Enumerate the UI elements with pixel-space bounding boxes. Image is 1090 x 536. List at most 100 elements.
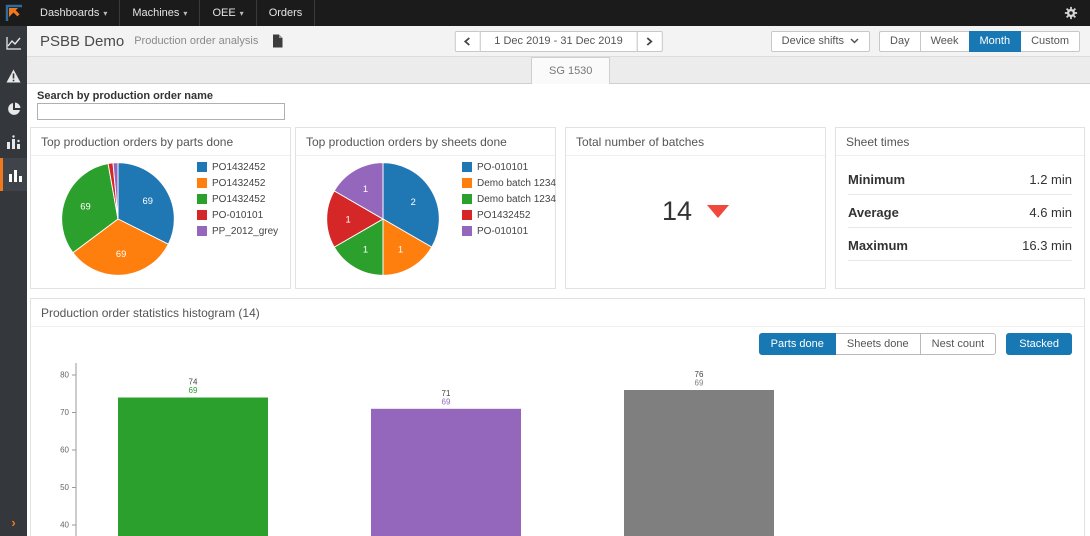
- nav-dashboards-label: Dashboards: [40, 7, 100, 19]
- nav-oee[interactable]: OEE ▾: [200, 0, 257, 26]
- sidebar-item-trends[interactable]: [0, 26, 27, 59]
- left-sidebar: ›: [0, 26, 27, 536]
- legend-item[interactable]: Demo batch 1234: [462, 175, 556, 191]
- legend-item[interactable]: Demo batch 1234: [462, 191, 556, 207]
- histogram-bar[interactable]: [371, 408, 521, 536]
- pie-slice-label: 2: [411, 197, 416, 207]
- legend-label: PO1432452: [212, 161, 266, 173]
- batches-value: 14: [661, 195, 693, 226]
- period-month-button[interactable]: Month: [968, 30, 1022, 52]
- nav-oee-label: OEE: [212, 7, 236, 19]
- sidebar-item-statistics[interactable]: [0, 125, 27, 158]
- date-range-display[interactable]: 1 Dec 2019 - 31 Dec 2019: [479, 30, 638, 52]
- sidebar-item-alarms[interactable]: [0, 59, 27, 92]
- nav-dashboards[interactable]: Dashboards ▾: [28, 0, 121, 26]
- tab-sg-1530[interactable]: SG 1530: [531, 57, 611, 84]
- next-period-button[interactable]: [636, 30, 663, 52]
- histogram-bar[interactable]: [624, 390, 774, 536]
- y-tick-label: 40: [60, 521, 69, 530]
- panel-title: Total number of batches: [566, 128, 825, 156]
- legend-swatch: [462, 210, 472, 220]
- pie-slice-label: 1: [345, 214, 350, 224]
- pie-slice[interactable]: [61, 163, 119, 254]
- mode-sheets-done-button[interactable]: Sheets done: [834, 333, 921, 355]
- legend-label: PO-010101: [477, 225, 529, 237]
- pie-slice[interactable]: [326, 190, 384, 248]
- gear-icon[interactable]: [1064, 6, 1078, 20]
- legend-label: PO1432452: [477, 209, 531, 221]
- legend-swatch: [197, 178, 207, 188]
- stacked-toggle-button[interactable]: Stacked: [1006, 333, 1072, 355]
- sheet-time-row-maximum: Maximum 16.3 min: [848, 228, 1072, 261]
- brand-logo-icon: [5, 4, 22, 21]
- pie-slice[interactable]: [382, 218, 433, 276]
- page-title: PSBB Demo: [40, 32, 125, 50]
- pie-slice-label: 69: [116, 249, 126, 259]
- panel-histogram: Production order statistics histogram (1…: [30, 298, 1085, 536]
- pie-slice[interactable]: [382, 162, 440, 248]
- chevron-down-icon: ▾: [103, 9, 108, 18]
- nav-orders[interactable]: Orders: [257, 0, 316, 26]
- sheets-pie-legend: PO-010101 Demo batch 1234 Demo batch 1234 P…: [462, 159, 556, 239]
- bar-done-label: 69: [442, 397, 451, 406]
- pie-slice-label: 1: [363, 184, 368, 194]
- histogram-bar[interactable]: [118, 397, 268, 536]
- legend-item[interactable]: PO1432452: [462, 207, 556, 223]
- legend-item[interactable]: PO1432452: [197, 191, 278, 207]
- legend-swatch: [462, 162, 472, 172]
- nav-machines[interactable]: Machines ▾: [120, 0, 201, 26]
- panel-title: Top production orders by sheets done: [296, 128, 555, 156]
- report-document-icon[interactable]: [272, 34, 283, 48]
- legend-item[interactable]: PO-010101: [197, 207, 278, 223]
- pie-slice[interactable]: [112, 162, 119, 220]
- device-shifts-dropdown[interactable]: Device shifts: [770, 30, 871, 52]
- y-tick-label: 70: [60, 408, 69, 417]
- panel-title: Sheet times: [836, 128, 1084, 156]
- top-navbar: Dashboards ▾ Machines ▾ OEE ▾ Orders: [0, 0, 1090, 26]
- app-logo[interactable]: [0, 0, 28, 26]
- pie-chart-icon: [7, 102, 20, 115]
- nav-machines-label: Machines: [132, 7, 180, 19]
- legend-swatch: [462, 178, 472, 188]
- legend-swatch: [462, 194, 472, 204]
- mode-parts-done-button[interactable]: Parts done: [758, 333, 836, 355]
- main-content: Search by production order name Top prod…: [27, 84, 1090, 536]
- pie-slice[interactable]: [72, 218, 169, 276]
- time-value: 16.3 min: [1022, 238, 1072, 253]
- mode-nest-count-button[interactable]: Nest count: [919, 333, 997, 355]
- bar-total-label: 74: [189, 378, 198, 387]
- histogram-mode-segmented: Parts done Sheets done Nest count: [758, 333, 997, 355]
- period-day-button[interactable]: Day: [879, 30, 921, 52]
- bar-total-label: 76: [695, 370, 704, 379]
- y-tick-label: 60: [60, 446, 69, 455]
- sidebar-item-distribution[interactable]: [0, 92, 27, 125]
- pie-slice[interactable]: [333, 162, 384, 220]
- legend-item[interactable]: PO-010101: [462, 223, 556, 239]
- sidebar-item-histogram[interactable]: [0, 158, 27, 191]
- search-input[interactable]: [37, 103, 285, 120]
- histogram-controls: Parts done Sheets done Nest count Stacke…: [758, 333, 1072, 355]
- pie-slice-label: 1: [363, 245, 368, 255]
- panel-title: Top production orders by parts done: [31, 128, 290, 156]
- sheet-time-row-average: Average 4.6 min: [848, 195, 1072, 228]
- pie-slice[interactable]: [117, 162, 175, 245]
- legend-item[interactable]: PO1432452: [197, 175, 278, 191]
- legend-label: PO1432452: [212, 193, 266, 205]
- legend-item[interactable]: PP_2012_grey: [197, 223, 278, 239]
- period-custom-button[interactable]: Custom: [1020, 30, 1080, 52]
- sidebar-expand-chevron[interactable]: ›: [11, 515, 16, 530]
- period-week-button[interactable]: Week: [919, 30, 970, 52]
- legend-swatch: [197, 210, 207, 220]
- legend-label: PO1432452: [212, 177, 266, 189]
- y-tick-label: 80: [60, 371, 69, 380]
- legend-item[interactable]: PO1432452: [197, 159, 278, 175]
- panel-total-batches: Total number of batches 14: [565, 127, 826, 289]
- legend-item[interactable]: PO-010101: [462, 159, 556, 175]
- bar-total-label: 71: [442, 389, 451, 398]
- bar-chart-dots-icon: [7, 134, 20, 149]
- sheets-done-pie-chart: 2 1 1 1 1: [326, 162, 440, 276]
- prev-period-button[interactable]: [454, 30, 481, 52]
- parts-done-pie-chart: 69 69 69: [61, 162, 175, 276]
- pie-slice[interactable]: [333, 218, 384, 276]
